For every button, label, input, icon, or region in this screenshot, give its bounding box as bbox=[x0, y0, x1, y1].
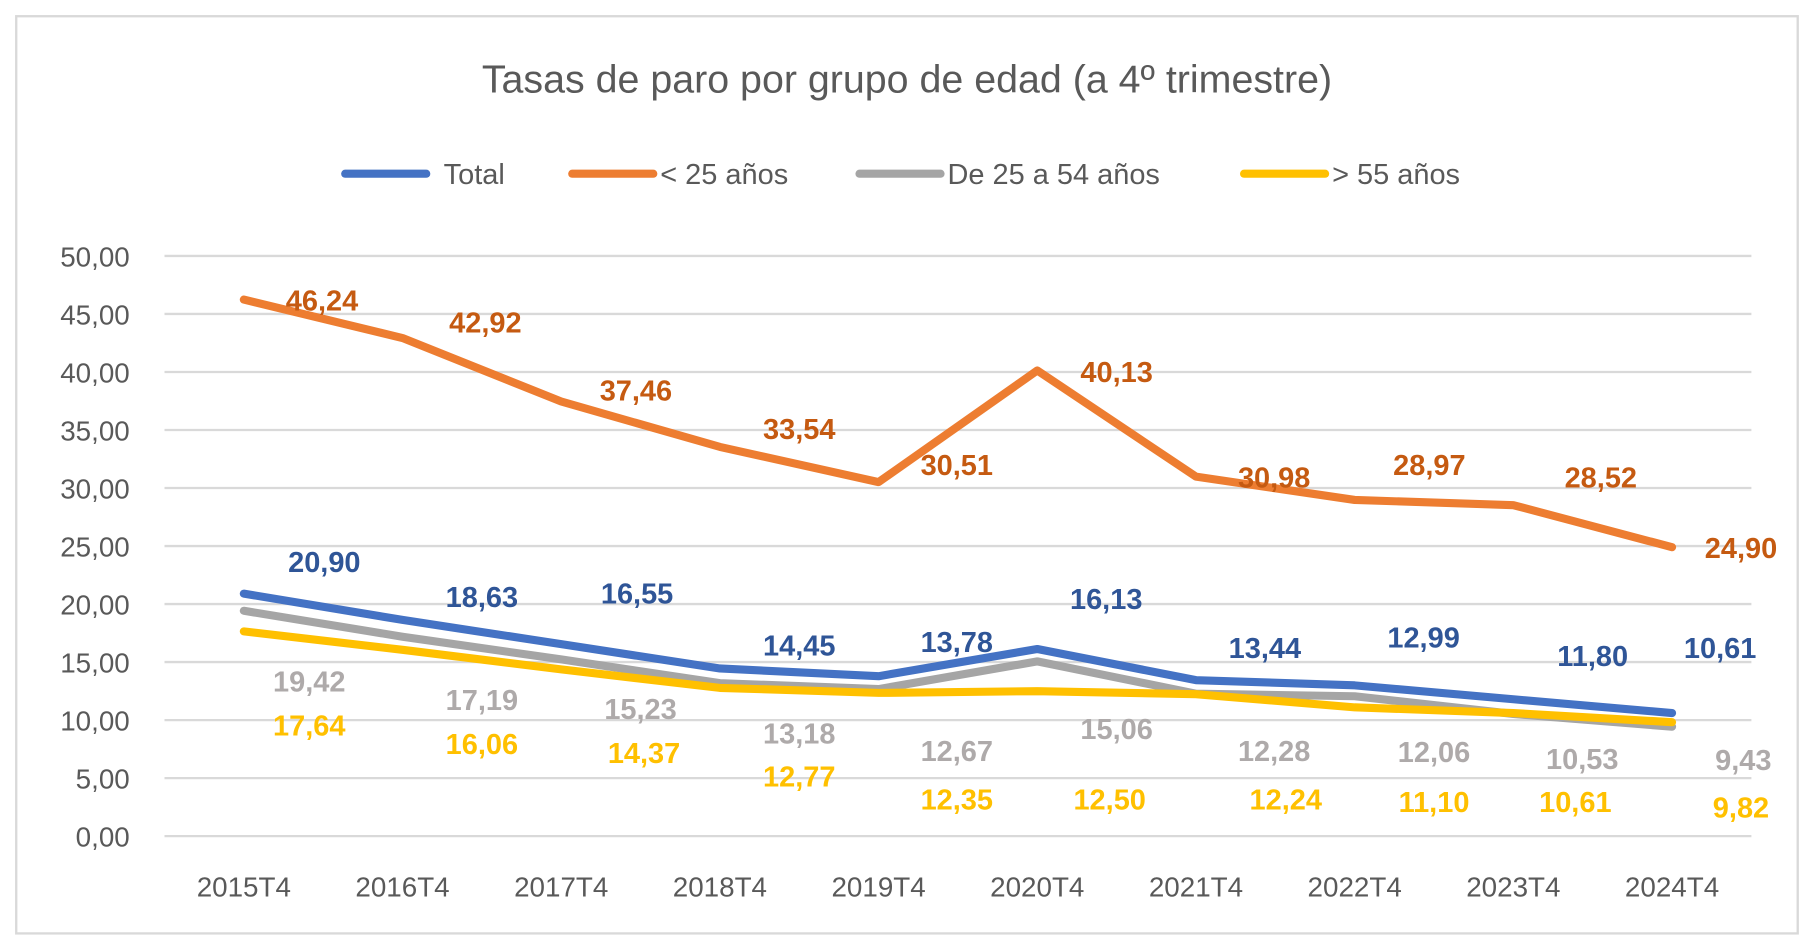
series-line bbox=[239, 589, 1677, 718]
chart-title: Tasas de paro por grupo de edad (a 4º tr… bbox=[482, 58, 1332, 102]
y-tick-label: 10,00 bbox=[60, 706, 130, 737]
y-tick-label: 45,00 bbox=[60, 299, 130, 330]
data-label: 46,24 bbox=[286, 285, 358, 317]
series-line bbox=[239, 606, 1677, 731]
y-tick-label: 25,00 bbox=[60, 531, 130, 562]
data-label: 16,06 bbox=[446, 729, 518, 761]
data-label: 19,42 bbox=[273, 666, 345, 698]
data-label: 12,67 bbox=[921, 736, 993, 768]
data-label: 16,13 bbox=[1070, 584, 1142, 616]
data-label: 10,61 bbox=[1539, 787, 1611, 819]
data-label: 13,78 bbox=[921, 627, 993, 659]
data-label: 37,46 bbox=[600, 376, 672, 408]
data-label: 11,10 bbox=[1399, 787, 1470, 819]
data-label: 18,63 bbox=[446, 582, 518, 614]
data-label: 42,92 bbox=[449, 307, 521, 339]
data-label: 12,28 bbox=[1238, 736, 1310, 768]
x-tick-label: 2015T4 bbox=[197, 871, 291, 902]
data-label: 12,35 bbox=[921, 785, 993, 817]
chart-border bbox=[15, 15, 1799, 935]
data-label: 16,55 bbox=[601, 578, 673, 610]
legend-item[interactable]: > 55 años bbox=[1239, 159, 1460, 191]
data-label: 20,90 bbox=[288, 547, 360, 579]
y-tick-label: 50,00 bbox=[60, 241, 130, 272]
y-tick-label: 20,00 bbox=[60, 589, 130, 620]
x-tick-label: 2022T4 bbox=[1308, 871, 1402, 902]
data-label: 13,44 bbox=[1229, 633, 1301, 665]
data-label: 28,97 bbox=[1393, 450, 1465, 482]
y-tick-label: 5,00 bbox=[76, 764, 130, 795]
data-label: 14,45 bbox=[763, 630, 835, 662]
x-tick-label: 2018T4 bbox=[673, 871, 767, 902]
legend-label: De 25 a 54 años bbox=[948, 159, 1160, 191]
data-label: 13,18 bbox=[763, 718, 835, 750]
data-label: 12,99 bbox=[1387, 622, 1459, 654]
x-tick-label: 2021T4 bbox=[1149, 871, 1243, 902]
data-label: 15,23 bbox=[604, 694, 676, 726]
data-label: 12,50 bbox=[1073, 785, 1145, 817]
x-tick-label: 2017T4 bbox=[514, 871, 608, 902]
data-label: 12,77 bbox=[763, 761, 835, 793]
series-lines bbox=[239, 295, 1677, 731]
data-label: 11,80 bbox=[1557, 641, 1628, 673]
legend-item[interactable]: < 25 años bbox=[568, 159, 788, 191]
legend-label: Total bbox=[444, 159, 505, 191]
y-tick-label: 40,00 bbox=[60, 357, 130, 388]
data-label: 15,06 bbox=[1080, 714, 1152, 746]
series-line bbox=[239, 295, 1677, 552]
legend-item[interactable]: De 25 a 54 años bbox=[855, 159, 1160, 191]
legend-label: > 55 años bbox=[1332, 159, 1460, 191]
data-label: 30,98 bbox=[1238, 463, 1310, 495]
x-tick-label: 2020T4 bbox=[990, 871, 1084, 902]
y-axis-ticks: 0,00 5,00 10,00 15,00 20,00 25,00 30,00 35,00 40… bbox=[60, 241, 130, 852]
legend-item[interactable]: Total bbox=[341, 159, 505, 191]
legend: Total < 25 años De 25 a 54 años > 55 años bbox=[341, 159, 1460, 191]
data-label: 40,13 bbox=[1080, 357, 1152, 389]
legend-label: < 25 años bbox=[660, 159, 788, 191]
data-labels: 19,42 17,19 15,23 13,18 12,67 15,06 12,28 12,06… bbox=[273, 285, 1777, 824]
series-line bbox=[239, 627, 1677, 727]
data-label: 24,90 bbox=[1705, 533, 1777, 565]
data-label: 33,54 bbox=[763, 414, 835, 446]
data-label: 10,61 bbox=[1684, 633, 1756, 665]
x-tick-label: 2019T4 bbox=[831, 871, 925, 902]
y-tick-label: 35,00 bbox=[60, 415, 130, 446]
data-label: 30,51 bbox=[921, 450, 993, 482]
data-label: 9,82 bbox=[1713, 793, 1769, 825]
x-tick-label: 2024T4 bbox=[1625, 871, 1719, 902]
x-axis-ticks: 2015T4 2016T4 2017T4 2018T4 2019T4 2020T4 2021… bbox=[197, 871, 1719, 902]
data-label: 9,43 bbox=[1715, 745, 1771, 777]
y-tick-label: 30,00 bbox=[60, 473, 130, 504]
y-tick-label: 0,00 bbox=[76, 822, 130, 853]
data-label: 17,64 bbox=[273, 710, 345, 742]
data-label: 28,52 bbox=[1565, 463, 1637, 495]
data-label: 12,24 bbox=[1250, 785, 1322, 817]
data-label: 10,53 bbox=[1546, 744, 1618, 776]
data-label: 17,19 bbox=[446, 685, 518, 717]
data-label: 14,37 bbox=[608, 738, 680, 770]
x-tick-label: 2016T4 bbox=[355, 871, 449, 902]
data-label: 12,06 bbox=[1398, 737, 1470, 769]
y-tick-label: 15,00 bbox=[60, 648, 130, 679]
x-tick-label: 2023T4 bbox=[1466, 871, 1560, 902]
gridlines bbox=[164, 254, 1752, 838]
